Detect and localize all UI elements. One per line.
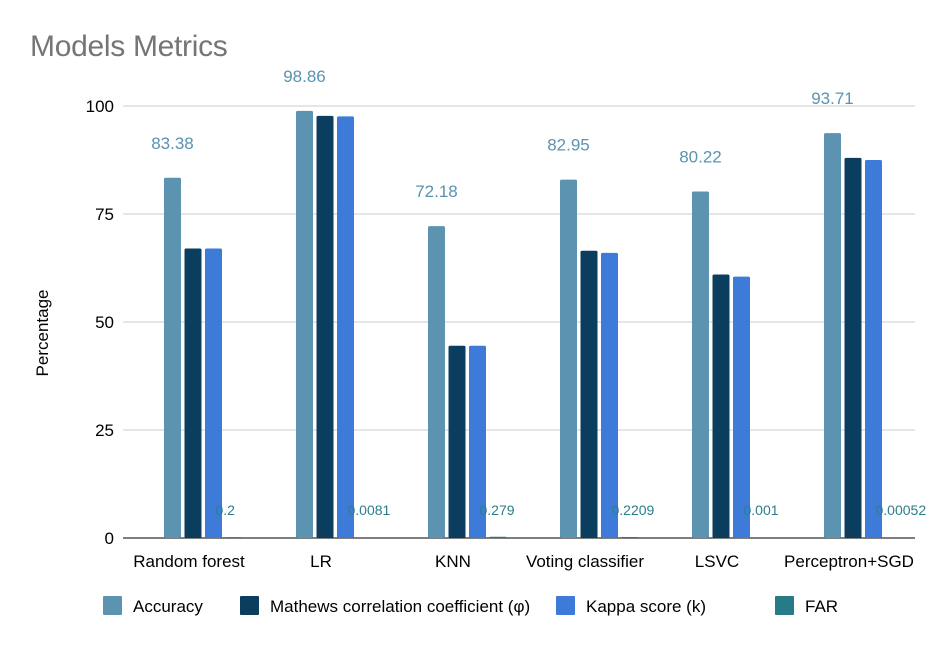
legend-swatch [556, 596, 575, 615]
accuracy-data-label: 72.18 [415, 182, 458, 201]
y-tick-label: 50 [95, 313, 114, 332]
bar-accuracy [428, 226, 445, 538]
bar-accuracy [560, 179, 577, 538]
legend: Accuracy Mathews correlation coefficient … [103, 596, 838, 616]
x-tick-label: Random forest [133, 552, 245, 571]
x-tick-label: KNN [435, 552, 471, 571]
bar-mcc [580, 250, 598, 538]
accuracy-data-label: 80.22 [679, 147, 722, 166]
bar-accuracy [164, 177, 181, 538]
data-labels: 83.38 0.2 98.86 0.0081 72.18 0.279 82.95 0.2209… [151, 67, 926, 518]
legend-label: Mathews correlation coefficient (φ) [270, 597, 530, 616]
bar-mcc [844, 157, 862, 538]
legend-swatch [775, 596, 794, 615]
bar-far [621, 537, 639, 538]
bar-far [489, 536, 507, 538]
x-tick-label: Perceptron+SGD [784, 552, 914, 571]
accuracy-data-label: 82.95 [547, 136, 590, 155]
x-tick-label: LSVC [695, 552, 739, 571]
bar-kappa [205, 248, 222, 538]
bar-far [225, 537, 243, 538]
far-data-label: 0.001 [744, 502, 779, 518]
x-tick-label: LR [310, 552, 332, 571]
bar-accuracy [824, 133, 841, 539]
accuracy-data-label: 98.86 [283, 67, 326, 86]
bar-accuracy [296, 110, 313, 538]
y-axis-label: Percentage [33, 290, 52, 377]
far-data-label: 0.2209 [612, 502, 655, 518]
y-tick-label: 75 [95, 205, 114, 224]
chart-title: Models Metrics [30, 30, 228, 63]
bar-kappa [733, 276, 750, 538]
bar-mcc [448, 345, 466, 538]
bars [164, 110, 903, 539]
legend-label: Accuracy [133, 597, 203, 616]
bar-kappa [337, 116, 354, 539]
bar-kappa [865, 160, 882, 538]
far-data-label: 0.00052 [876, 502, 927, 518]
far-data-label: 0.0081 [348, 502, 391, 518]
bar-mcc [316, 115, 334, 538]
y-tick-label: 0 [105, 529, 114, 548]
y-tick-label: 25 [95, 421, 114, 440]
far-data-label: 0.279 [480, 502, 515, 518]
axis-ticks: 0 25 50 75 100 Random forest LR KNN Voting class… [86, 97, 914, 571]
gridlines [123, 105, 915, 539]
bar-kappa [469, 345, 486, 538]
bar-mcc [184, 248, 202, 538]
accuracy-data-label: 93.71 [811, 89, 854, 108]
legend-swatch [103, 596, 122, 615]
bar-mcc [712, 274, 730, 538]
bar-kappa [601, 252, 618, 538]
legend-label: Kappa score (k) [586, 597, 706, 616]
y-tick-label: 100 [86, 97, 114, 116]
accuracy-data-label: 83.38 [151, 134, 194, 153]
far-data-label: 0.2 [216, 502, 236, 518]
legend-swatch [240, 596, 259, 615]
bar-accuracy [692, 191, 709, 539]
legend-label: FAR [805, 597, 838, 616]
x-tick-label: Voting classifier [526, 552, 644, 571]
